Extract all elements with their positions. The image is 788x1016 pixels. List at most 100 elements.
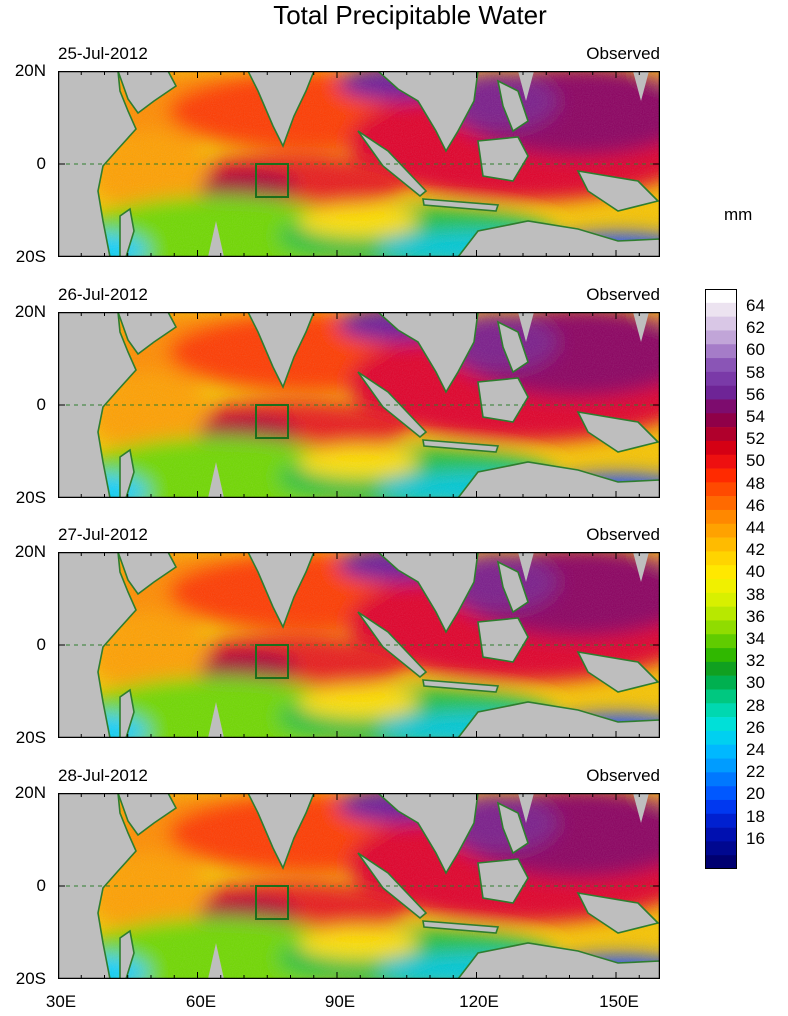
lat-label-north: 20N — [14, 302, 46, 321]
missing-data — [208, 312, 649, 498]
colorbar-label: 26 — [746, 717, 765, 737]
lat-label-north: 20N — [14, 542, 46, 561]
arabia — [117, 312, 178, 356]
lat-label-north: 20N — [14, 783, 46, 802]
colorbar-label: 46 — [746, 495, 765, 515]
colorbar-swatch — [705, 717, 737, 732]
indochina — [376, 793, 479, 875]
panel-date: 25-Jul-2012 — [58, 44, 148, 63]
indochina — [376, 71, 479, 153]
indochina — [376, 312, 479, 394]
colorbar-swatch — [705, 385, 737, 400]
colorbar-swatch — [705, 496, 737, 511]
study-region-box — [255, 644, 289, 679]
philippines — [496, 79, 529, 133]
missing-data — [208, 71, 649, 257]
colorbar-swatch — [705, 648, 737, 663]
colorbar-swatch — [705, 744, 737, 759]
colorbar-label: 36 — [746, 606, 765, 626]
map-panel — [58, 793, 660, 979]
axis-ticks — [58, 552, 660, 738]
colorbar-label: 52 — [746, 429, 765, 449]
lat-label-equator: 0 — [36, 154, 46, 173]
colorbar-unit: mm — [724, 205, 753, 224]
lon-label-30e: 30E — [45, 992, 77, 1011]
colorbar-swatch — [705, 413, 737, 428]
colorbar-label: 20 — [746, 784, 765, 804]
new-guinea — [576, 891, 660, 934]
colorbar-label: 62 — [746, 318, 765, 338]
colorbar-label: 58 — [746, 362, 765, 382]
colorbar-swatch — [705, 565, 737, 580]
colorbar-swatch — [705, 330, 737, 345]
panel-observed-label: Observed — [586, 766, 660, 785]
land — [58, 552, 660, 738]
sumatra — [357, 852, 428, 920]
colorbar-swatch — [705, 606, 737, 621]
new-guinea — [576, 410, 660, 453]
africa — [58, 71, 137, 257]
colorbar-swatch — [705, 758, 737, 773]
colorbar-swatch — [705, 358, 737, 373]
colorbar-swatch — [705, 620, 737, 635]
arabia — [117, 552, 178, 596]
panel-date: 27-Jul-2012 — [58, 525, 148, 544]
australia — [456, 461, 660, 498]
study-region-box — [255, 885, 289, 920]
study-region-box — [255, 404, 289, 439]
panel-observed-label: Observed — [586, 525, 660, 544]
colorbar-label: 22 — [746, 762, 765, 782]
africa — [58, 793, 137, 979]
lat-label-south: 20S — [15, 969, 46, 988]
colorbar-label: 44 — [746, 518, 765, 537]
india — [247, 71, 315, 149]
colorbar-swatch — [705, 772, 737, 787]
precipitable-water-map — [58, 793, 660, 979]
land — [58, 793, 660, 979]
map-panel — [58, 312, 660, 498]
colorbar-swatch — [705, 440, 737, 456]
panel-date: 28-Jul-2012 — [58, 766, 148, 785]
colorbar-label: 60 — [746, 340, 765, 360]
colorbar-label: 34 — [746, 629, 765, 648]
colorbar-swatch — [705, 344, 737, 359]
precipitable-water-map — [58, 312, 660, 498]
borneo — [477, 617, 529, 663]
sumatra — [357, 611, 428, 679]
india — [247, 312, 315, 390]
borneo — [477, 136, 529, 182]
lat-label-equator: 0 — [36, 395, 46, 414]
colorbar-label: 54 — [746, 407, 765, 426]
colorbar-label: 38 — [746, 584, 765, 604]
borneo — [477, 858, 529, 904]
axis-ticks — [58, 71, 660, 257]
colorbar-label: 32 — [746, 651, 765, 671]
colorbar-swatch — [705, 703, 737, 718]
missing-data — [208, 793, 649, 979]
colorbar-swatch — [705, 813, 737, 828]
madagascar — [119, 929, 135, 979]
panel-observed-label: Observed — [586, 44, 660, 63]
java — [422, 198, 500, 212]
colorbar-swatch — [705, 289, 737, 304]
colorbar-swatch — [705, 523, 737, 538]
land — [58, 312, 660, 498]
panel-date: 26-Jul-2012 — [58, 285, 148, 304]
colorbar-swatch — [705, 399, 737, 414]
madagascar — [119, 448, 135, 498]
new-guinea — [576, 650, 660, 693]
lat-label-south: 20S — [15, 247, 46, 266]
colorbar-swatch — [705, 468, 737, 483]
land — [58, 71, 660, 257]
philippines — [496, 320, 529, 374]
figure-title: Total Precipitable Water — [273, 0, 547, 30]
axis-ticks — [58, 312, 660, 498]
lat-label-equator: 0 — [36, 635, 46, 654]
colorbar-swatch — [705, 661, 737, 676]
lon-label-90e: 90E — [324, 992, 356, 1011]
colorbar-swatch — [705, 551, 737, 566]
colorbar-label: 56 — [746, 384, 765, 404]
colorbar — [705, 289, 737, 869]
colorbar-swatch — [705, 634, 737, 649]
arabia — [117, 793, 178, 837]
